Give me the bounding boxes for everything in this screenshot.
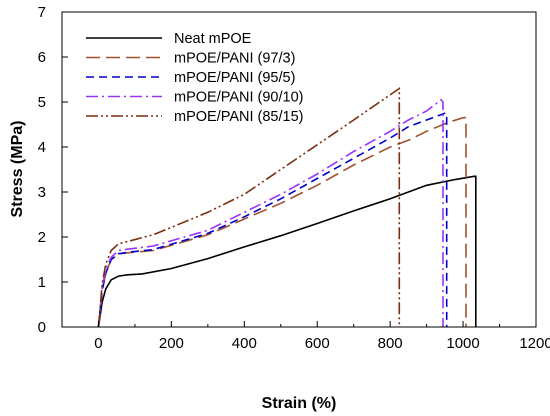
y-tick-label: 6 bbox=[38, 49, 46, 66]
legend-label-2: mPOE/PANI (97/3) bbox=[174, 51, 295, 67]
legend-label-3: mPOE/PANI (95/5) bbox=[174, 70, 295, 86]
legend-label-4: mPOE/PANI (90/10) bbox=[174, 90, 303, 106]
x-tick-label: 800 bbox=[378, 335, 403, 352]
series-line-2 bbox=[97, 116, 467, 328]
plot-frame bbox=[61, 11, 537, 328]
y-axis-title: Stress (MPa) bbox=[9, 121, 26, 218]
series-line-1 bbox=[97, 175, 477, 328]
x-tick-label: 200 bbox=[159, 335, 184, 352]
x-tick-label: 400 bbox=[232, 335, 257, 352]
x-axis-title: Strain (%) bbox=[262, 395, 337, 412]
series-line-3 bbox=[97, 112, 448, 328]
legend-label-1: Neat mPOE bbox=[174, 31, 252, 47]
x-tick-label: 1200 bbox=[519, 335, 550, 352]
y-tick-label: 2 bbox=[38, 229, 46, 246]
y-tick-label: 5 bbox=[38, 94, 46, 111]
series-line-5 bbox=[97, 86, 401, 328]
axis-ticks: 0 200 400 600 800 1000 1200 0 1 2 3 4 5 6 7 bbox=[38, 4, 550, 352]
y-tick-label: 7 bbox=[38, 4, 46, 21]
y-tick-label: 0 bbox=[38, 319, 46, 336]
y-tick-label: 1 bbox=[38, 274, 46, 291]
plot-lines bbox=[97, 86, 477, 328]
legend: Neat mPOE mPOE/PANI (97/3) mPOE/PANI (95/5… bbox=[86, 31, 303, 125]
y-tick-label: 4 bbox=[38, 139, 46, 156]
x-tick-label: 1000 bbox=[446, 335, 479, 352]
y-tick-label: 3 bbox=[38, 184, 46, 201]
x-tick-label: 0 bbox=[94, 335, 102, 352]
series-line-4 bbox=[97, 98, 444, 328]
legend-label-5: mPOE/PANI (85/15) bbox=[174, 109, 303, 125]
x-tick-label: 600 bbox=[305, 335, 330, 352]
